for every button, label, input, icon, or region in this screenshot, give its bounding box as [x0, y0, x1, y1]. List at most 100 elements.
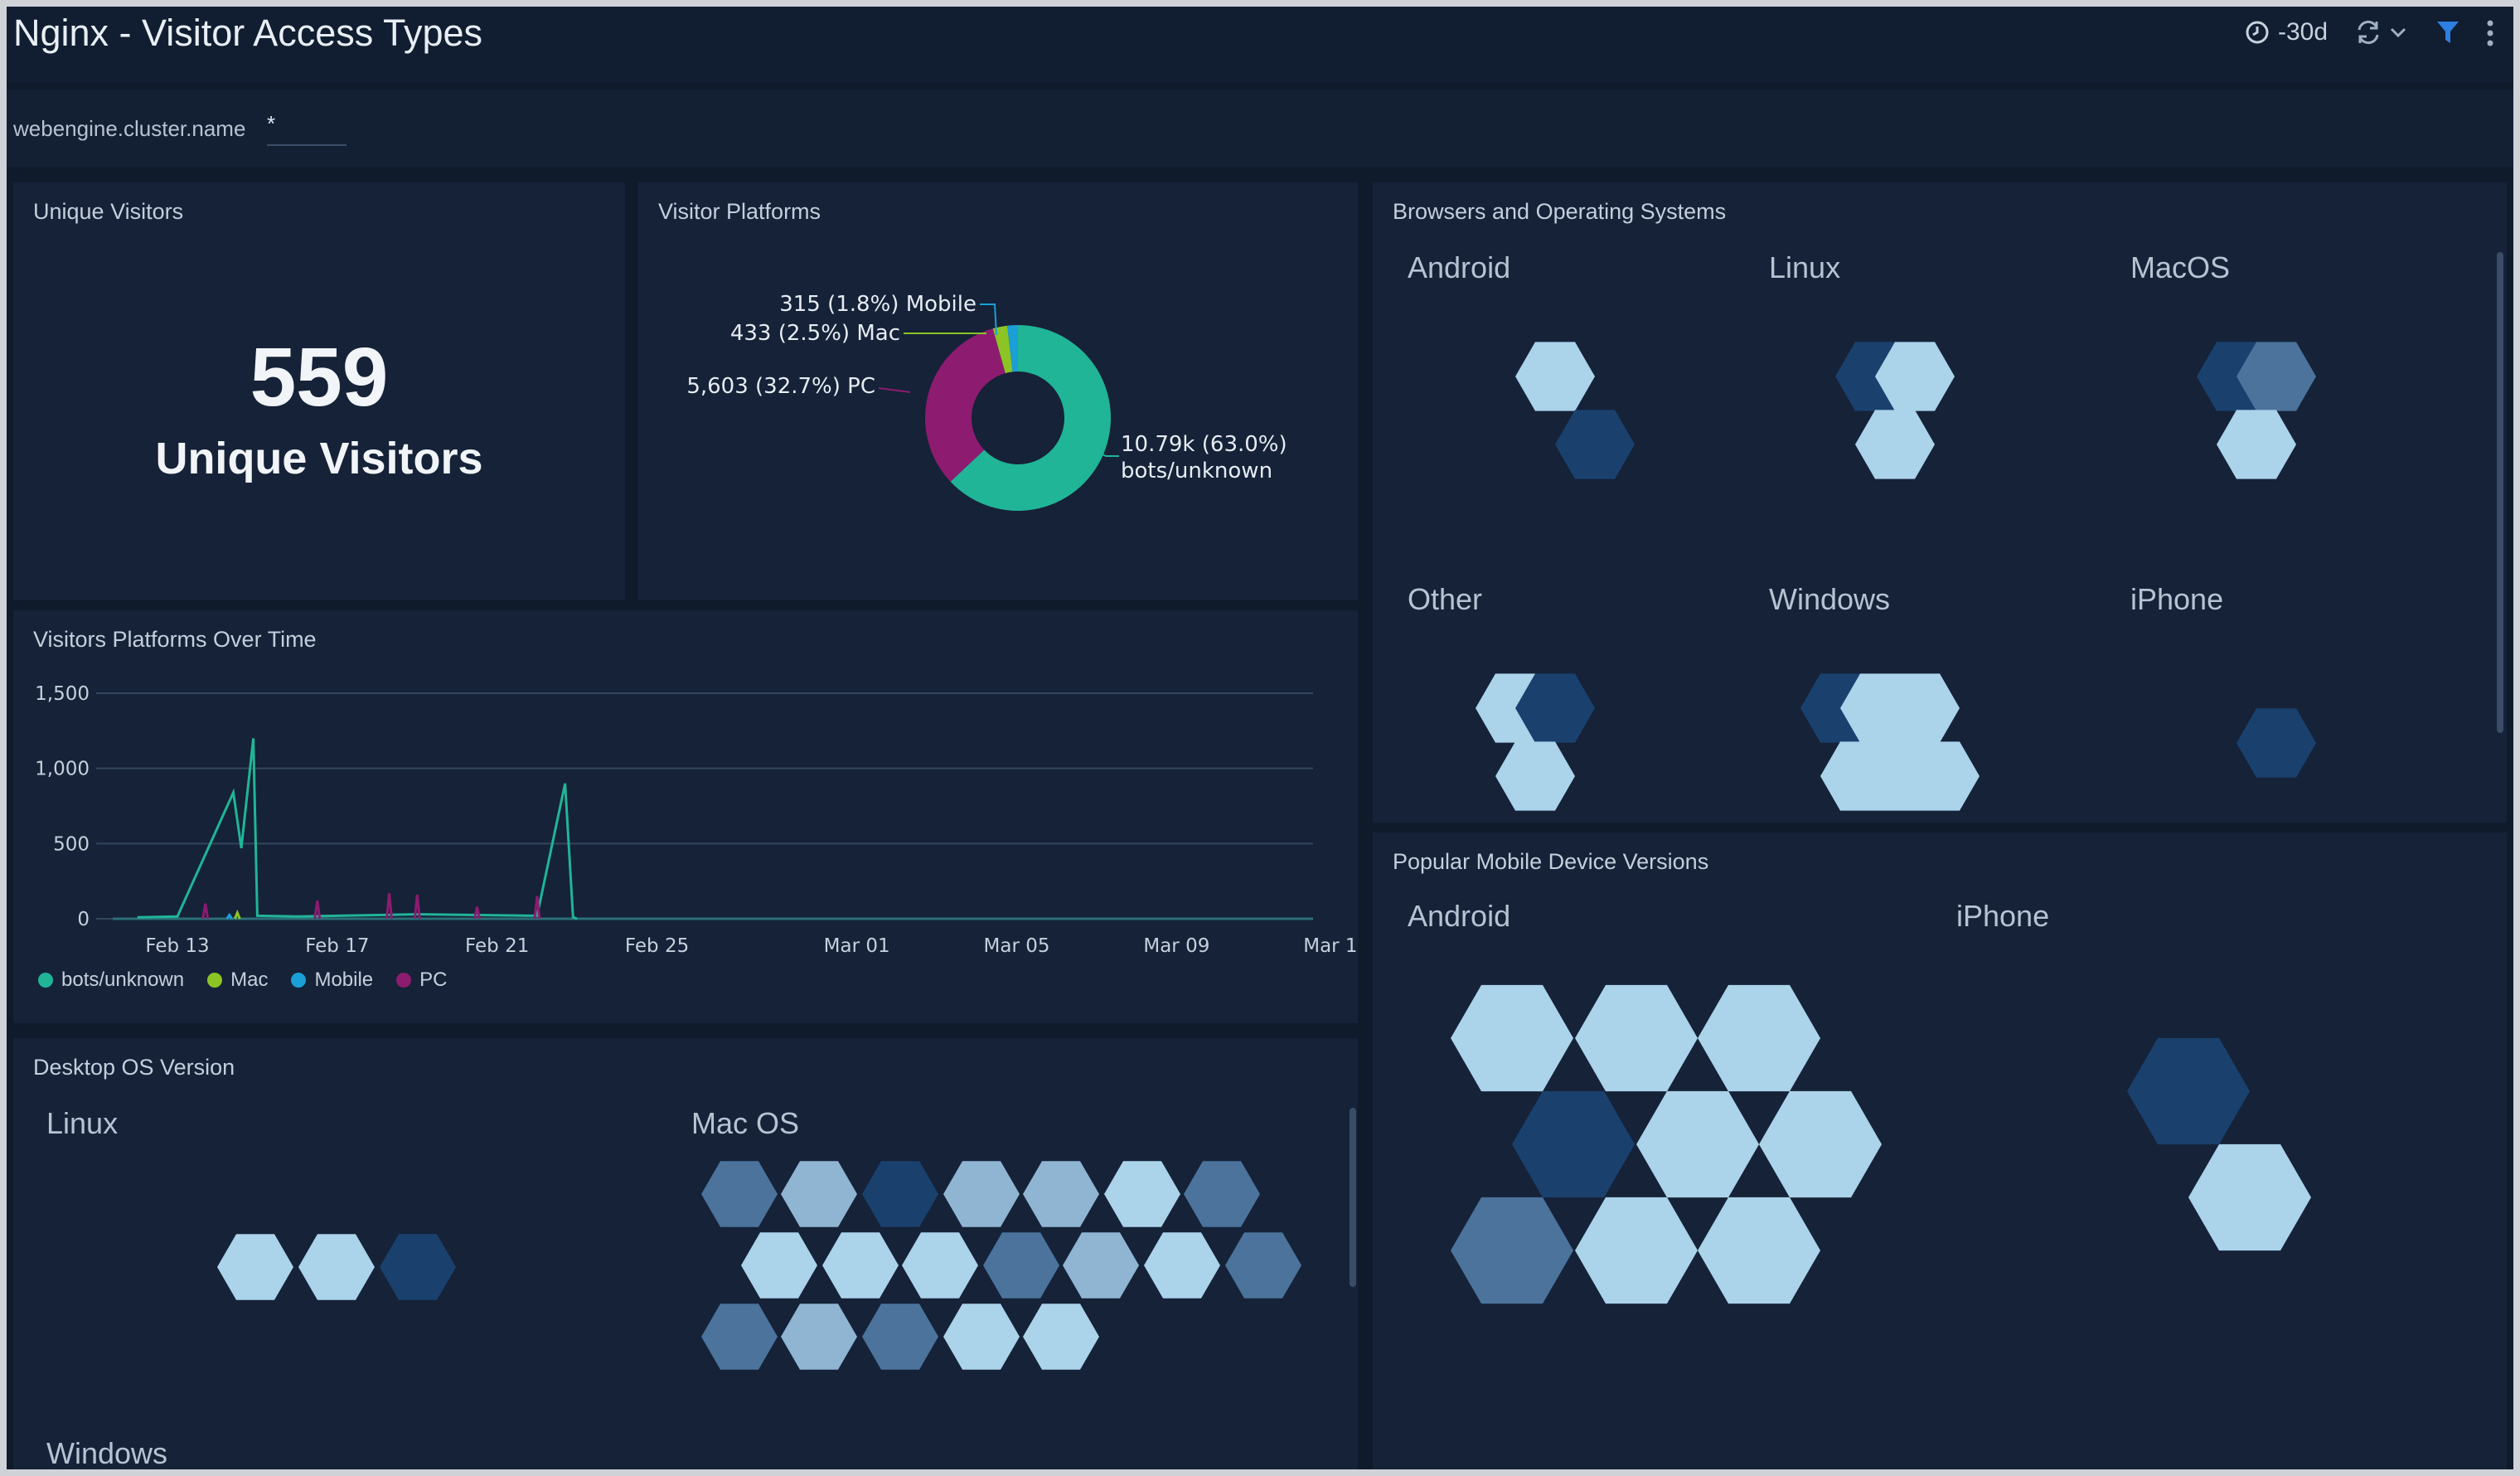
browsers-os-panel: Browsers and Operating Systems Android L…	[1373, 182, 2507, 823]
group-label-mac-os: Mac OS	[691, 1106, 800, 1140]
group-label-iphone: iPhone	[2130, 582, 2224, 616]
hex-cell[interactable]	[1875, 342, 1955, 411]
refresh-icon	[2358, 20, 2379, 45]
hex-cell[interactable]	[1900, 741, 1980, 811]
hex-cell[interactable]	[2188, 1143, 2311, 1251]
panel-title: Visitor Platforms	[658, 199, 821, 224]
page-title: Nginx - Visitor Access Types	[13, 12, 483, 54]
platforms-over-time-chart: 1,500 1,000 500 0 Feb 13 Feb 17 Feb 21 Feb 25 Ma…	[35, 683, 1358, 957]
label-mobile: 315 (1.8%) Mobile	[779, 292, 976, 317]
series-point-pc[interactable]	[201, 903, 210, 920]
more-options-button[interactable]	[2485, 18, 2495, 48]
label-mac: 433 (2.5%) Mac	[730, 321, 900, 346]
cluster-name-filter-input[interactable]: *	[267, 111, 346, 146]
unique-visitors-label: Unique Visitors	[155, 434, 483, 483]
series-point-pc[interactable]	[385, 893, 394, 920]
hex-cell[interactable]	[1023, 1161, 1099, 1227]
hex-cell[interactable]	[1063, 1232, 1139, 1299]
hex-cell[interactable]	[862, 1161, 938, 1227]
hex-cell[interactable]	[822, 1232, 899, 1299]
hex-cell[interactable]	[1495, 741, 1575, 811]
hex-cell[interactable]	[1515, 342, 1595, 411]
hex-cell[interactable]	[741, 1232, 817, 1299]
legend-label: bots/unknown	[61, 969, 185, 991]
hex-cell[interactable]	[1555, 410, 1635, 479]
series-line-bots-unknown[interactable]	[137, 738, 578, 920]
mobile-versions-panel: Popular Mobile Device Versions Android i…	[1373, 833, 2507, 1469]
series-point-mobile[interactable]	[225, 912, 233, 920]
hex-cell[interactable]	[1225, 1232, 1301, 1299]
hex-cell[interactable]	[781, 1304, 857, 1370]
hex-cell[interactable]	[1575, 1197, 1698, 1304]
hex-cell[interactable]	[2236, 342, 2316, 411]
unique-visitors-value: 559	[250, 331, 389, 424]
group-label-macos: MacOS	[2130, 250, 2231, 284]
hex-cell[interactable]	[1451, 984, 1573, 1092]
hex-cell[interactable]	[1636, 1090, 1759, 1198]
label-bots-name: bots/unknown	[1121, 459, 1272, 483]
legend-item[interactable]: Mac	[207, 969, 268, 992]
panel-title: Browsers and Operating Systems	[1393, 199, 1727, 224]
hex-cell[interactable]	[1451, 1197, 1573, 1304]
hex-cell[interactable]	[1515, 673, 1595, 743]
hex-cell[interactable]	[701, 1304, 778, 1370]
series-point-pc[interactable]	[413, 894, 421, 920]
series-point-pc[interactable]	[313, 901, 322, 920]
x-tick-label: Mar 01	[824, 935, 890, 957]
group-label-android: Android	[1408, 250, 1511, 284]
scrollbar[interactable]	[2497, 252, 2503, 733]
leader-line-mobile	[980, 303, 997, 336]
hex-cell[interactable]	[217, 1234, 293, 1300]
hex-cell[interactable]	[781, 1161, 857, 1227]
hex-cell[interactable]	[1104, 1161, 1180, 1227]
hex-cell[interactable]	[1698, 984, 1820, 1092]
group-label-other: Other	[1408, 582, 1483, 616]
series-point-pc[interactable]	[473, 906, 482, 920]
hex-cell[interactable]	[1575, 984, 1698, 1092]
hex-cell[interactable]	[1184, 1161, 1260, 1227]
donut-slice-mobile[interactable]	[1007, 325, 1018, 372]
series-point-mac[interactable]	[233, 909, 241, 920]
hex-cell[interactable]	[1512, 1090, 1635, 1198]
hex-cell[interactable]	[1759, 1090, 1882, 1198]
hex-cell[interactable]	[862, 1304, 938, 1370]
hex-cell[interactable]	[380, 1234, 456, 1300]
unique-visitors-panel: Unique Visitors 559 Unique Visitors	[13, 182, 625, 600]
visitor-platforms-donut-chart: 315 (1.8%) Mobile 433 (2.5%) Mac 5,603 (…	[686, 292, 1287, 511]
hex-cell[interactable]	[1023, 1304, 1099, 1370]
filter-button[interactable]	[2435, 18, 2460, 46]
group-label-linux: Linux	[46, 1106, 119, 1140]
donut-slice-mac[interactable]	[992, 325, 1013, 374]
group-label-linux: Linux	[1769, 250, 1841, 284]
hex-cell[interactable]	[943, 1161, 1020, 1227]
hex-cell[interactable]	[1144, 1232, 1220, 1299]
x-tick-label: Feb 17	[305, 935, 369, 957]
legend-item[interactable]: Mobile	[291, 969, 373, 992]
legend-item[interactable]: bots/unknown	[38, 969, 184, 992]
donut-slice-pc[interactable]	[925, 328, 1006, 482]
panel-title: Unique Visitors	[33, 199, 184, 224]
refresh-button[interactable]	[2354, 18, 2409, 46]
hex-cell[interactable]	[1855, 410, 1935, 479]
donut-slice-bots-unknown[interactable]	[950, 325, 1111, 511]
hex-cell[interactable]	[983, 1232, 1059, 1299]
series-point-pc[interactable]	[533, 896, 541, 920]
hex-cell[interactable]	[298, 1234, 375, 1300]
hex-cell[interactable]	[2127, 1037, 2250, 1145]
hex-cell[interactable]	[943, 1304, 1020, 1370]
legend-swatch	[396, 973, 412, 988]
hex-cell[interactable]	[1698, 1197, 1820, 1304]
hex-cell[interactable]	[701, 1161, 778, 1227]
panel-title: Visitors Platforms Over Time	[33, 627, 317, 652]
legend-swatch	[291, 973, 307, 988]
legend-item[interactable]: PC	[396, 969, 448, 992]
hex-cell[interactable]	[2217, 410, 2296, 479]
time-range-button[interactable]: -30d	[2245, 18, 2328, 46]
hex-cell[interactable]	[2236, 708, 2316, 778]
visitor-platforms-panel: Visitor Platforms 315 (1.8%) Mobile 433 …	[638, 182, 1358, 600]
hex-cell[interactable]	[902, 1232, 978, 1299]
scrollbar[interactable]	[1350, 1108, 1356, 1287]
x-tick-label: Feb 13	[145, 935, 209, 957]
more-vertical-icon	[2487, 20, 2493, 46]
hex-cell[interactable]	[1880, 673, 1960, 743]
